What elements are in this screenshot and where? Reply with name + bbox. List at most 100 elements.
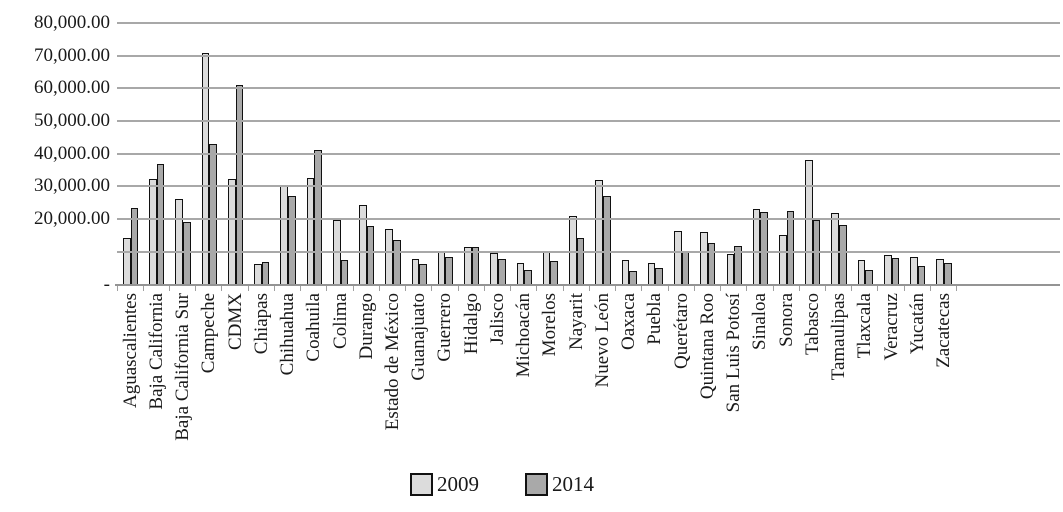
bar-2009 <box>227 178 236 285</box>
bar-2014 <box>944 262 952 285</box>
x-axis-tick-label: Chihuahua <box>277 293 299 376</box>
x-axis-tick-label: Guanajuato <box>408 293 430 381</box>
y-axis-tick-label: 30,000.00 <box>34 175 110 197</box>
x-axis-tick-mark <box>326 285 328 291</box>
bar-2009 <box>464 246 472 285</box>
y-axis-tick-label: 40,000.00 <box>34 142 110 164</box>
bar-2014 <box>366 226 375 285</box>
x-axis-tick-label: Chiapas <box>250 293 272 355</box>
bar-2014 <box>235 85 244 285</box>
x-axis-tick-label: Baja California Sur <box>172 293 194 441</box>
legend-swatch-2009 <box>410 472 433 496</box>
x-axis-tick-mark <box>746 285 748 291</box>
bar-2009 <box>490 252 498 285</box>
bar-2009 <box>411 259 420 285</box>
x-axis-tick-mark <box>851 285 853 291</box>
x-axis-tick-mark <box>798 285 800 291</box>
x-axis-tick-mark <box>483 285 485 291</box>
x-axis-tick-label: Colima <box>329 293 351 349</box>
bar-2009 <box>123 237 131 285</box>
bar-2014 <box>314 149 322 285</box>
x-axis-tick-mark <box>615 285 617 291</box>
bar-2009 <box>936 258 945 285</box>
bar-2014 <box>261 261 270 285</box>
x-axis-tick-mark <box>536 285 538 291</box>
x-axis-tick-mark <box>168 285 170 291</box>
bar-2014 <box>576 238 585 285</box>
bar-2009 <box>280 186 289 285</box>
x-axis-tick-label: San Luis Potosí <box>723 293 745 413</box>
y-axis-tick-label: - <box>103 273 110 295</box>
x-axis-tick-label: Puebla <box>644 293 666 345</box>
bar-2014 <box>891 257 900 285</box>
x-axis-tick-label: Aguascalientes <box>119 293 141 409</box>
bar-2009 <box>700 232 708 285</box>
bar-2009 <box>674 231 682 285</box>
gridline <box>117 250 1060 253</box>
bar-2009 <box>201 53 210 285</box>
x-axis-tick-mark <box>720 285 722 291</box>
x-axis-tick-label: Sinaloa <box>749 293 771 350</box>
bar-2014 <box>130 208 139 285</box>
x-axis-tick-label: Estado de México <box>382 293 403 431</box>
legend-label-2014: 2014 <box>552 472 594 496</box>
x-axis-tick-label: Zacatecas <box>933 293 955 368</box>
x-axis-tick-label: CDMX <box>224 293 246 351</box>
bar-2014 <box>288 196 296 285</box>
x-axis-tick-label: Morelos <box>539 293 561 357</box>
x-axis-tick-mark <box>510 285 512 291</box>
x-axis-tick-mark <box>693 285 695 291</box>
x-axis-tick-mark <box>956 285 958 291</box>
bar-2014 <box>497 259 506 285</box>
x-axis-tick-label: Veracruz <box>880 293 902 361</box>
legend: 2009 2014 <box>410 472 594 496</box>
bar-2009 <box>779 235 787 285</box>
x-axis-tick-label: Tlaxcala <box>854 293 876 359</box>
y-axis-tick-label: 20,000.00 <box>34 208 110 230</box>
x-axis-tick-mark <box>195 285 197 291</box>
bar-2014 <box>734 245 742 285</box>
legend-item-2014: 2014 <box>525 472 594 496</box>
x-axis-tick-label: Oaxaca <box>618 293 640 350</box>
bar-2014 <box>340 259 349 285</box>
x-axis-tick-mark <box>824 285 826 291</box>
bar-2014 <box>602 196 611 285</box>
bar-2014 <box>445 257 454 285</box>
x-axis-tick-label: Durango <box>355 293 377 360</box>
bar-2014 <box>655 267 663 285</box>
bar-2009 <box>595 179 603 285</box>
bar-2009 <box>883 255 892 285</box>
x-axis-tick-label: Tamaulipas <box>828 293 850 381</box>
bar-2009 <box>647 262 656 285</box>
x-axis-tick-label: Coahuila <box>303 293 325 362</box>
bar-2014 <box>629 271 637 285</box>
x-axis-tick-label: Querétaro <box>670 293 692 369</box>
bar-2009 <box>542 250 551 285</box>
x-axis-tick-mark <box>667 285 669 291</box>
x-axis-tick-label: Hidalgo <box>460 293 482 355</box>
bar-2014 <box>839 224 847 285</box>
y-axis-tick-label: 70,000.00 <box>34 44 110 66</box>
bar-2009 <box>359 204 367 285</box>
x-axis-tick-mark <box>221 285 223 291</box>
x-axis-tick-label: Yucatán <box>906 293 928 355</box>
legend-swatch-2014 <box>525 472 548 496</box>
bar-2009 <box>726 254 735 285</box>
legend-item-2009: 2009 <box>410 472 479 496</box>
y-axis-tick-label: 50,000.00 <box>34 110 110 132</box>
x-axis-tick-mark <box>772 285 774 291</box>
bar-2009 <box>857 259 866 285</box>
bar-2009 <box>437 252 446 285</box>
x-axis-tick-mark <box>562 285 564 291</box>
x-axis-tick-mark <box>116 285 118 291</box>
bar-2009 <box>516 262 525 285</box>
x-axis-tick-label: Jalisco <box>486 293 508 345</box>
x-axis-line <box>115 283 1060 286</box>
bar-2009 <box>175 198 184 285</box>
bar-2014 <box>707 242 716 285</box>
bar-2014 <box>786 211 795 285</box>
bar-2014 <box>419 263 427 285</box>
bar-2014 <box>393 239 401 285</box>
bar-2009 <box>752 208 761 285</box>
